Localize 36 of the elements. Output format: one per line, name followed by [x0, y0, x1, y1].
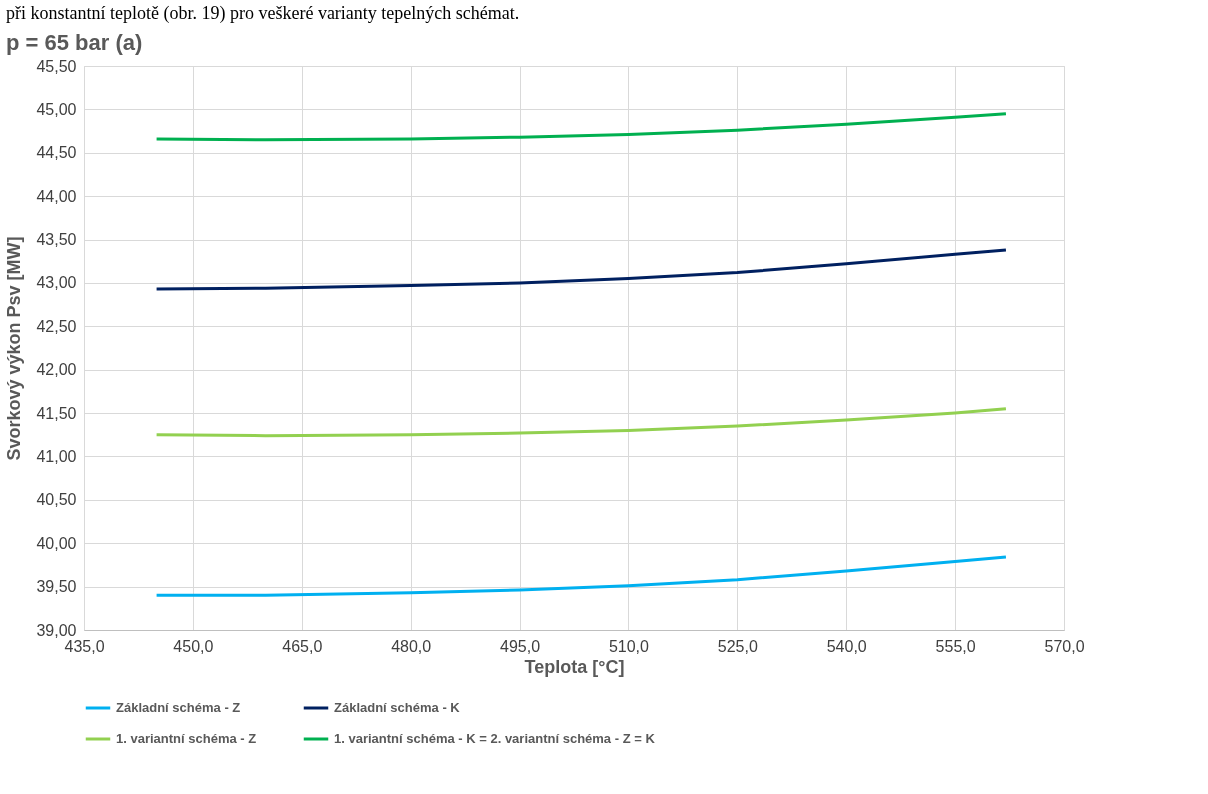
- x-tick-label: 570,0: [1044, 637, 1085, 655]
- y-tick-label: 44,50: [36, 144, 77, 162]
- legend-label: 1. variantní schéma - K = 2. variantní schéma - Z = K: [334, 731, 656, 746]
- y-tick-label: 39,50: [36, 578, 77, 596]
- y-tick-label: 43,50: [36, 231, 77, 249]
- line-series: [155, 112, 1008, 142]
- x-tick-label: 465,0: [282, 637, 323, 655]
- x-axis-title: Teplota [°C]: [524, 656, 625, 677]
- line-series: [155, 248, 1008, 291]
- y-tick-label: 39,00: [36, 621, 77, 639]
- x-tick-label: 555,0: [935, 637, 976, 655]
- y-tick-label: 42,50: [36, 317, 77, 335]
- y-tick-label: 42,00: [36, 361, 77, 379]
- y-tick-label: 40,50: [36, 491, 77, 509]
- text: při konstantní teplotě (obr. 19) pro veškeré varianty tepelných schémat.: [5, 3, 520, 24]
- legend-label: Základní schéma - Z: [116, 700, 241, 715]
- y-tick-label: 41,00: [36, 447, 77, 465]
- x-tick-label: 435,0: [64, 637, 105, 655]
- y-axis-title: Svorkový výkon Psv [MW]: [4, 236, 25, 461]
- x-tick-label: 495,0: [500, 637, 541, 655]
- x-tick-label: 480,0: [391, 637, 432, 655]
- y-tick-label: 44,00: [36, 187, 77, 205]
- x-tick-label: 525,0: [717, 637, 758, 655]
- x-tick-label: 510,0: [608, 637, 650, 655]
- y-tick-label: 45,50: [36, 57, 77, 75]
- y-tick-label: 40,00: [36, 534, 77, 552]
- line-series: [155, 555, 1008, 597]
- y-tick-label: 45,00: [36, 100, 77, 118]
- y-tick-label: 41,50: [36, 404, 77, 422]
- x-tick-label: 450,0: [173, 637, 214, 655]
- legend-label: Základní schéma - K: [334, 700, 461, 715]
- chart-title: p = 65 bar (a): [5, 30, 143, 55]
- line-series: [155, 407, 1008, 438]
- y-tick-label: 43,00: [36, 274, 77, 292]
- x-tick-label: 540,0: [826, 637, 867, 655]
- legend-label: 1. variantní schéma - Z: [116, 731, 257, 746]
